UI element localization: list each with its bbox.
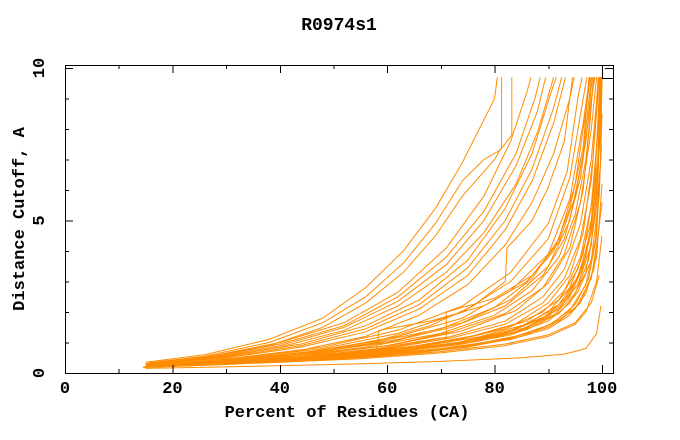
model-curve — [145, 77, 503, 365]
model-curve — [150, 77, 541, 364]
tick-labels: 0 20 40 60 80 100 0 5 10 — [31, 58, 617, 399]
model-curve — [145, 77, 575, 366]
model-curve — [148, 113, 603, 368]
model-curve — [150, 77, 601, 367]
x-tick-label: 60 — [377, 380, 397, 399]
model-curve — [145, 77, 590, 368]
model-curve — [150, 77, 513, 364]
model-curve — [145, 77, 547, 365]
y-tick-label: 10 — [31, 58, 50, 78]
x-axis-label: Percent of Residues (CA) — [225, 404, 470, 423]
plot-border — [65, 65, 614, 374]
model-curve — [145, 77, 573, 366]
legend-box — [602, 65, 613, 79]
model-curves — [142, 77, 603, 369]
model-curve — [150, 77, 591, 367]
x-tick-label: 20 — [162, 380, 182, 399]
y-tick-label: 0 — [31, 368, 50, 378]
model-curve — [144, 77, 603, 368]
x-tick-label: 80 — [484, 380, 504, 399]
x-tick-label: 40 — [270, 380, 290, 399]
model-curve — [145, 77, 602, 368]
model-curve — [143, 144, 602, 368]
y-tick-label: 5 — [31, 215, 50, 225]
model-curve — [151, 77, 594, 367]
model-curve — [145, 77, 498, 363]
model-curve — [145, 77, 592, 368]
x-tick-label: 100 — [587, 380, 618, 399]
model-curve — [150, 77, 588, 366]
x-tick-label: 0 — [60, 380, 70, 399]
model-curve — [149, 77, 601, 368]
y-axis-label: Distance Cutoff, A — [11, 126, 30, 310]
model-curve — [145, 77, 563, 365]
model-curve — [145, 77, 593, 367]
model-curve — [145, 77, 555, 365]
model-curve — [148, 77, 532, 364]
model-curve — [149, 77, 599, 367]
model-curve — [148, 77, 591, 367]
model-curve — [145, 305, 602, 369]
chart-title: R0974s1 — [301, 16, 377, 36]
plot-axes — [65, 65, 614, 374]
model-curve — [148, 77, 566, 366]
